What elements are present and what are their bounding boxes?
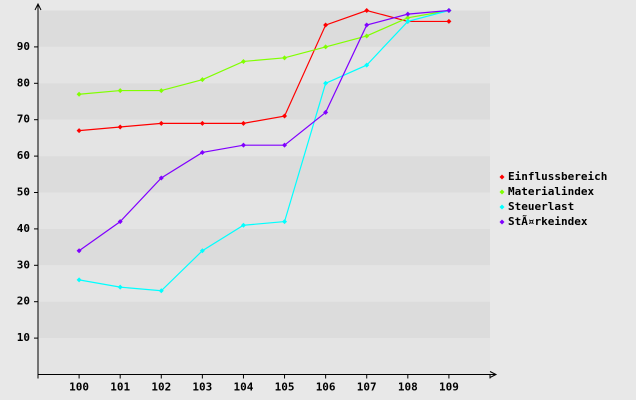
y-tick-label: 10 (17, 331, 30, 344)
legend-marker (499, 174, 505, 180)
y-tick-label: 70 (17, 113, 30, 126)
data-point (117, 219, 123, 225)
data-point (282, 55, 288, 61)
grid-band (38, 10, 490, 47)
x-tick-label: 107 (357, 381, 377, 394)
grid-band (38, 83, 490, 120)
data-point (199, 248, 205, 254)
data-point (240, 222, 246, 228)
y-tick-label: 90 (17, 40, 30, 53)
x-tick-label: 101 (110, 381, 130, 394)
data-point (199, 149, 205, 155)
data-point (364, 22, 370, 28)
data-point (240, 58, 246, 64)
grid-band (38, 156, 490, 193)
series-line (79, 9, 450, 95)
data-point (158, 120, 164, 126)
grid-band (38, 265, 490, 302)
grid-band (38, 338, 490, 375)
series-line (79, 9, 449, 132)
data-point (323, 22, 329, 28)
data-point (240, 142, 246, 148)
legend-marker (499, 204, 505, 210)
legend-label: Steuerlast (508, 200, 574, 213)
data-point (405, 18, 411, 24)
data-point (76, 91, 82, 97)
data-point (364, 33, 370, 39)
y-tick-label: 80 (17, 76, 30, 89)
series-line (78, 9, 449, 252)
data-point (158, 175, 164, 181)
legend-marker (499, 189, 505, 195)
grid-band (38, 228, 490, 266)
x-axis-arrow (489, 371, 498, 378)
grid-band (38, 119, 490, 157)
data-point (199, 120, 205, 126)
legend-marker (499, 219, 505, 225)
y-tick-label: 60 (17, 149, 30, 162)
x-tick-label: 105 (275, 381, 295, 394)
x-tick-label: 104 (234, 381, 254, 394)
data-point (282, 219, 288, 225)
x-tick-label: 100 (69, 381, 89, 394)
data-point (117, 284, 123, 290)
data-point (76, 248, 82, 254)
data-point (76, 128, 82, 134)
data-point (364, 62, 370, 68)
data-point (446, 8, 452, 13)
series-line (78, 9, 450, 292)
data-point (117, 88, 123, 94)
x-tick-label: 103 (192, 381, 212, 394)
grid-band (38, 46, 490, 84)
data-point (199, 77, 205, 83)
data-point (282, 113, 288, 119)
data-point (405, 11, 411, 17)
data-point (323, 109, 329, 115)
data-point (158, 288, 164, 294)
grid-band (38, 192, 490, 229)
y-axis-arrow (34, 2, 42, 11)
y-tick-label: 20 (17, 295, 30, 308)
x-tick-label: 102 (151, 381, 171, 394)
y-tick-label: 30 (17, 258, 30, 271)
x-tick-label: 109 (439, 381, 459, 394)
legend-label: StÃ¤rkeindex (508, 215, 588, 228)
data-point (364, 8, 370, 13)
data-point (323, 44, 329, 50)
y-tick-label: 40 (17, 222, 30, 235)
data-point (117, 124, 123, 130)
data-point (76, 277, 82, 283)
x-tick-label: 108 (398, 381, 418, 394)
grid-band (38, 301, 490, 339)
data-point (405, 15, 411, 21)
data-point (446, 18, 452, 24)
y-tick-label: 50 (17, 186, 30, 199)
data-point (240, 120, 246, 126)
x-tick-label: 106 (316, 381, 336, 394)
legend-label: Einflussbereich (508, 170, 607, 183)
data-point (323, 80, 329, 86)
data-point (282, 142, 288, 148)
data-point (158, 88, 164, 94)
legend-label: Materialindex (508, 185, 594, 198)
